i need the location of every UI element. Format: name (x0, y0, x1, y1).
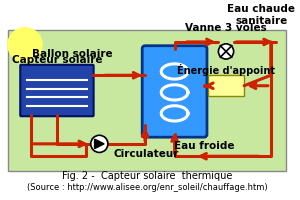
Text: Ballon solaire: Ballon solaire (32, 49, 113, 59)
Bar (8, 30, 286, 171)
Text: Fig. 2 -  Capteur solaire  thermique: Fig. 2 - Capteur solaire thermique (62, 170, 232, 180)
Polygon shape (94, 139, 104, 149)
Text: Eau froide: Eau froide (174, 140, 234, 150)
Text: (Source : http://www.alisee.org/enr_soleil/chauffage.htm): (Source : http://www.alisee.org/enr_sole… (27, 182, 267, 191)
Circle shape (8, 28, 42, 63)
Bar (208, 76, 244, 97)
Circle shape (218, 45, 234, 60)
Text: Eau chaude
sanitaire: Eau chaude sanitaire (227, 4, 295, 26)
Circle shape (91, 136, 108, 153)
FancyBboxPatch shape (20, 65, 94, 117)
Text: Énergie d'appoint: Énergie d'appoint (177, 64, 275, 76)
FancyBboxPatch shape (142, 47, 207, 138)
Text: Vanne 3 voles: Vanne 3 voles (185, 23, 267, 33)
Text: Circulateur: Circulateur (114, 148, 179, 158)
Text: Capteur solaire: Capteur solaire (12, 55, 103, 65)
